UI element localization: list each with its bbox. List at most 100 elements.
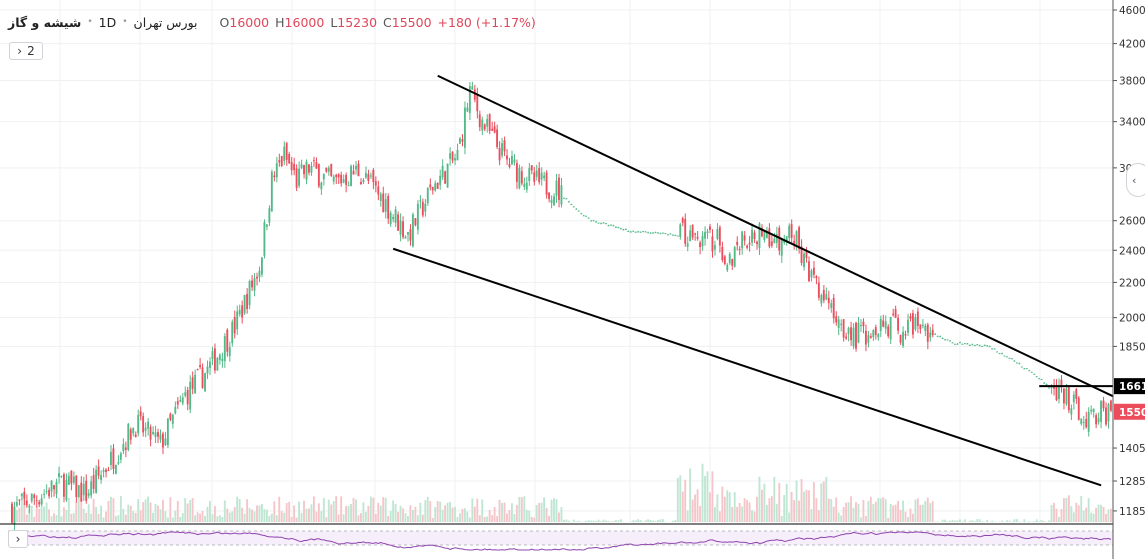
candle-body xyxy=(28,506,31,508)
candle-body xyxy=(25,500,28,506)
candle-body xyxy=(741,231,744,249)
volume-bar xyxy=(62,507,65,522)
candle-body xyxy=(600,223,602,225)
legend-symbol[interactable]: شیشه و گاز xyxy=(8,14,82,30)
candle-body xyxy=(892,313,895,316)
price-tick-label: 26000 xyxy=(1119,216,1145,228)
candle-body xyxy=(815,275,818,279)
volume-bar xyxy=(218,515,221,522)
volume-bar xyxy=(409,505,412,522)
volume-bar xyxy=(352,497,355,522)
volume-bar xyxy=(117,515,120,522)
trendline-channel-upper[interactable] xyxy=(437,74,1132,406)
candle-body xyxy=(419,200,422,202)
volume-bar xyxy=(951,519,954,522)
volume-bar xyxy=(914,499,917,522)
volume-bar xyxy=(75,502,78,522)
candle-body xyxy=(186,389,189,405)
candle-body xyxy=(317,164,320,187)
volume-bar xyxy=(72,513,75,522)
volume-bar xyxy=(659,519,662,522)
scroll-to-realtime-button[interactable]: ‹ xyxy=(1126,163,1145,197)
price-tick-label: 34000 xyxy=(1119,117,1145,129)
volume-bar xyxy=(1040,520,1043,522)
volume-bar xyxy=(176,500,179,522)
trendline-channel-lower[interactable] xyxy=(392,247,1102,487)
volume-bar xyxy=(421,514,424,522)
volume-bar xyxy=(166,517,169,522)
candle-body xyxy=(112,448,115,469)
volume-bar xyxy=(288,501,291,522)
volume-bar xyxy=(550,499,553,522)
candle-body xyxy=(949,340,951,342)
candle-body xyxy=(624,229,627,231)
volume-bar xyxy=(441,509,444,522)
candle-body xyxy=(369,175,372,177)
candle-body xyxy=(241,305,244,318)
volume-bar xyxy=(340,496,343,522)
volume-bar xyxy=(23,498,26,522)
volume-bar xyxy=(295,517,298,522)
candle-body xyxy=(704,232,706,239)
volume-bar xyxy=(468,517,471,522)
candle-body xyxy=(763,231,766,240)
volume-bar xyxy=(607,520,610,522)
volume-bar xyxy=(496,516,499,522)
collapse-indicators-button[interactable]: › 2 xyxy=(9,42,43,60)
candle-body xyxy=(562,197,565,199)
volume-bar xyxy=(530,516,533,522)
volume-bar xyxy=(293,505,296,522)
candle-body xyxy=(1045,384,1048,386)
candle-body xyxy=(659,233,662,235)
volume-bar xyxy=(436,501,439,522)
volume-bar xyxy=(661,519,664,522)
candle-body xyxy=(127,423,130,450)
volume-bar xyxy=(260,504,263,522)
candle-body xyxy=(602,222,605,224)
volume-bars xyxy=(11,463,1112,522)
candle-body xyxy=(894,309,897,318)
volume-bar xyxy=(515,504,518,522)
volume-bar xyxy=(731,507,734,522)
candle-body xyxy=(451,151,454,161)
volume-bar xyxy=(201,510,204,522)
candle-body xyxy=(1060,379,1063,388)
indicator-toggle-button[interactable]: › xyxy=(8,530,28,548)
candle-body xyxy=(20,493,23,497)
candle-body xyxy=(674,234,677,236)
candle-body xyxy=(312,160,315,162)
candle-body xyxy=(619,228,622,230)
volume-bar xyxy=(924,501,927,522)
volume-bar xyxy=(1107,509,1110,522)
legend-interval[interactable]: 1D xyxy=(98,14,117,30)
volume-bar xyxy=(459,513,461,522)
volume-bar xyxy=(765,504,768,522)
volume-bar xyxy=(446,502,449,522)
candle-body xyxy=(243,295,246,314)
price-axis-bg xyxy=(1113,0,1145,559)
candle-body xyxy=(498,148,501,161)
candle-body xyxy=(934,333,937,335)
volume-bar xyxy=(904,511,907,522)
candle-body xyxy=(246,294,249,310)
candle-body xyxy=(827,297,830,304)
candle-body xyxy=(642,231,645,233)
legend-high: 16000 xyxy=(284,14,325,30)
candle-body xyxy=(223,336,226,362)
volume-bar xyxy=(159,509,162,522)
volume-bar xyxy=(246,499,249,522)
candle-body xyxy=(218,354,221,360)
candle-body xyxy=(209,361,211,368)
price-axis[interactable]: 4600420003800034000300002600024000220002… xyxy=(1112,0,1145,559)
trendlines[interactable] xyxy=(392,74,1145,487)
volume-bar xyxy=(228,512,231,522)
volume-bar xyxy=(241,507,244,522)
candle-body xyxy=(525,182,528,190)
candle-body xyxy=(711,236,714,252)
candle-body xyxy=(441,165,444,178)
volume-bar xyxy=(889,503,892,522)
volume-bar xyxy=(481,499,484,522)
volume-bar xyxy=(874,501,877,522)
volume-bar xyxy=(392,500,395,522)
